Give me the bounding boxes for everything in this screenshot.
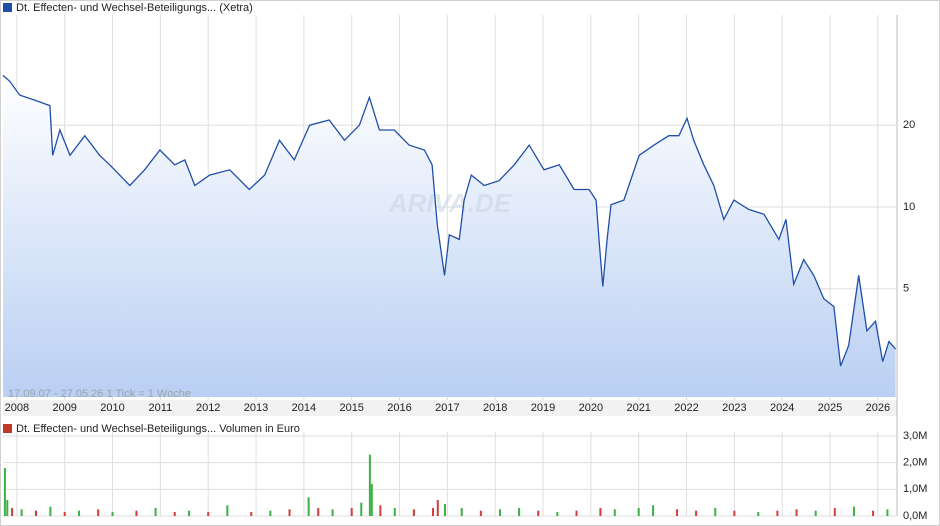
volume-bar: [11, 508, 14, 516]
legend-label: Dt. Effecten- und Wechsel-Beteiligungs..…: [16, 2, 253, 14]
x-tick-label: 2017: [435, 402, 459, 414]
volume-bar: [173, 512, 176, 516]
volume-bar: [886, 509, 889, 516]
volume-bar: [432, 508, 435, 516]
volume-bar: [78, 510, 81, 516]
volume-bar: [714, 508, 717, 516]
volume-bar: [350, 508, 353, 516]
x-tick-label: 2020: [579, 402, 603, 414]
volume-bar: [393, 508, 396, 516]
x-tick-label: 2008: [5, 402, 29, 414]
volume-bar: [537, 510, 540, 516]
x-tick-label: 2026: [866, 402, 890, 414]
x-tick-label: 2019: [531, 402, 555, 414]
x-tick-label: 2021: [626, 402, 650, 414]
legend-swatch: [3, 424, 12, 433]
volume-bar: [20, 509, 23, 516]
x-tick-label: 2022: [674, 402, 698, 414]
volume-bar: [331, 509, 334, 516]
x-axis-band: [3, 400, 897, 416]
volume-bar: [63, 512, 66, 516]
volume-bar: [556, 512, 559, 516]
volume-bar: [111, 512, 114, 516]
volume-bar: [250, 512, 253, 516]
y-tick-label: 0,0M: [903, 510, 927, 522]
volume-bar: [49, 506, 52, 516]
volume-bar: [207, 512, 210, 516]
x-tick-label: 2024: [770, 402, 794, 414]
legend-swatch: [3, 3, 12, 12]
volume-bar: [814, 510, 817, 516]
volume-bar: [6, 500, 9, 516]
volume-bar: [370, 484, 373, 516]
y-tick-label: 3,0M: [903, 430, 927, 442]
volume-bar: [479, 510, 482, 516]
y-tick-label: 5: [903, 283, 909, 295]
volume-bar: [443, 504, 446, 516]
y-tick-label: 1,0M: [903, 483, 927, 495]
chart-note: 17.09.07 - 27.05.26 1 Tick = 1 Woche: [8, 388, 191, 400]
volume-bar: [460, 508, 463, 516]
volume-bar: [360, 502, 363, 516]
volume-bar: [776, 510, 779, 516]
volume-bar: [852, 506, 855, 516]
watermark: ARIVA.DE: [388, 188, 512, 218]
volume-bar: [757, 512, 760, 516]
x-tick-label: 2014: [292, 402, 316, 414]
x-tick-label: 2023: [722, 402, 746, 414]
volume-bar: [368, 454, 371, 516]
volume-bar: [379, 505, 382, 516]
volume-bar: [97, 509, 100, 516]
x-tick-label: 2012: [196, 402, 220, 414]
legend-label: Dt. Effecten- und Wechsel-Beteiligungs..…: [16, 423, 300, 435]
volume-bar: [695, 510, 698, 516]
volume-bar: [733, 510, 736, 516]
volume-bar: [518, 508, 521, 516]
volume-bar: [872, 510, 875, 516]
x-tick-label: 2013: [244, 402, 268, 414]
volume-bar: [652, 505, 655, 516]
volume-bar: [833, 508, 836, 516]
x-tick-label: 2010: [100, 402, 124, 414]
x-tick-label: 2009: [52, 402, 76, 414]
volume-bar: [154, 508, 157, 516]
volume-bar: [412, 509, 415, 516]
volume-bar: [226, 505, 229, 516]
y-tick-label: 10: [903, 201, 915, 213]
x-tick-label: 2011: [149, 402, 173, 414]
volume-bar: [317, 508, 320, 516]
volume-bar: [307, 497, 310, 516]
volume-bar: [269, 510, 272, 516]
volume-bar: [613, 509, 616, 516]
y-tick-label: 20: [903, 119, 915, 131]
x-tick-label: 2015: [339, 402, 363, 414]
x-tick-label: 2025: [818, 402, 842, 414]
volume-bar: [135, 510, 138, 516]
volume-bar: [795, 509, 798, 516]
volume-bar: [575, 510, 578, 516]
x-tick-label: 2018: [483, 402, 507, 414]
volume-bar: [35, 510, 38, 516]
volume-bar: [436, 500, 439, 516]
price-line: [2, 74, 897, 367]
volume-bar: [288, 509, 291, 516]
y-tick-label: 2,0M: [903, 457, 927, 469]
volume-bar: [498, 509, 501, 516]
x-tick-label: 2016: [387, 402, 411, 414]
volume-bar: [675, 509, 678, 516]
volume-bar: [599, 508, 602, 516]
volume-bar: [3, 468, 6, 516]
volume-bar: [188, 510, 191, 516]
volume-bar: [637, 508, 640, 516]
